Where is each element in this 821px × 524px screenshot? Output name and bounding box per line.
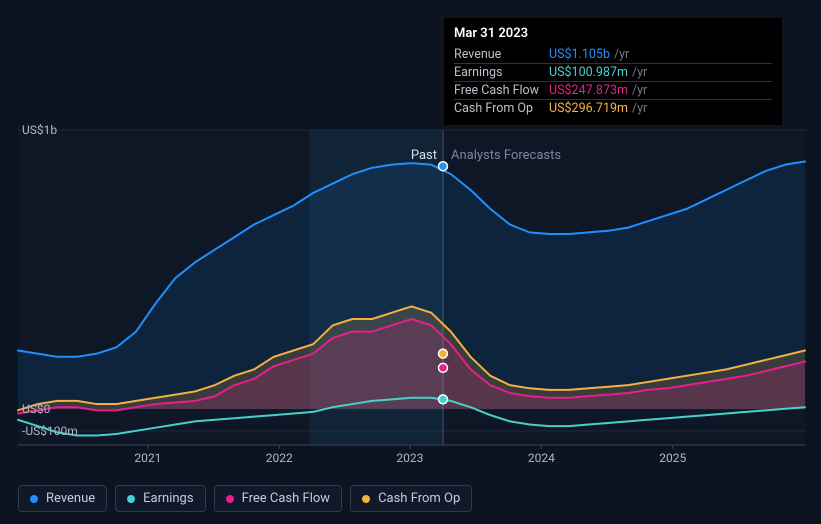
tooltip-row: Free Cash FlowUS$247.873m/yr [454,82,772,100]
legend-dot-icon [127,495,135,503]
tooltip-row: Cash From OpUS$296.719m/yr [454,100,772,118]
legend-item-label: Cash From Op [378,491,460,506]
tooltip-row-value: US$296.719m/yr [549,100,772,118]
legend-dot-icon [30,495,38,503]
legend-dot-icon [362,495,370,503]
tooltip-row-value: US$100.987m/yr [549,64,772,82]
legend-item-label: Free Cash Flow [242,491,330,506]
tooltip-row-label: Cash From Op [454,100,549,118]
chart-legend: Revenue Earnings Free Cash Flow Cash From O… [18,485,472,512]
tooltip-row: RevenueUS$1.105b/yr [454,46,772,64]
tooltip-row-label: Free Cash Flow [454,82,549,100]
x-axis-label: 2023 [396,451,423,465]
tooltip-row: EarningsUS$100.987m/yr [454,64,772,82]
x-axis-label: 2022 [266,451,293,465]
tooltip-table: RevenueUS$1.105b/yrEarningsUS$100.987m/y… [454,46,772,117]
y-axis-label: US$1b [22,123,57,137]
legend-item-revenue[interactable]: Revenue [18,485,107,512]
tooltip-row-value: US$247.873m/yr [549,82,772,100]
tooltip-row-label: Revenue [454,46,549,64]
past-label: Past [411,148,437,163]
legend-item-earnings[interactable]: Earnings [115,485,205,512]
legend-item-free-cash-flow[interactable]: Free Cash Flow [214,485,342,512]
legend-item-label: Revenue [46,491,95,506]
tooltip-date: Mar 31 2023 [454,24,772,43]
legend-dot-icon [226,495,234,503]
y-axis-label: US$0 [22,402,50,416]
y-axis-label: -US$100m [22,424,78,438]
legend-item-label: Earnings [143,491,193,506]
chart-tooltip: Mar 31 2023 RevenueUS$1.105b/yrEarningsU… [444,18,782,125]
forecasts-label: Analysts Forecasts [451,148,561,163]
legend-item-cash-from-op[interactable]: Cash From Op [350,485,472,512]
tooltip-row-label: Earnings [454,64,549,82]
x-axis-label: 2024 [528,451,555,465]
tooltip-row-value: US$1.105b/yr [549,46,772,64]
x-axis-label: 2021 [134,451,161,465]
x-axis-label: 2025 [659,451,686,465]
